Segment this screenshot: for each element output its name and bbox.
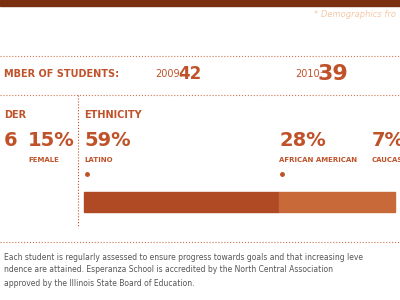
Bar (279, 192, 395, 212)
Bar (0, 0, 400, 6)
Text: LATINO: LATINO (84, 157, 113, 163)
Text: DER: DER (4, 110, 26, 120)
Text: 7%: 7% (372, 130, 400, 149)
Bar (84, 192, 279, 212)
Text: CAUCAS: CAUCAS (372, 157, 400, 163)
Text: 15%: 15% (28, 130, 75, 149)
Text: Esperanza School Demographics: Esperanza School Demographics (5, 23, 284, 38)
Text: 6: 6 (4, 130, 18, 149)
Text: AFRICAN AMERICAN: AFRICAN AMERICAN (279, 157, 357, 163)
Text: ETHNICITY: ETHNICITY (84, 110, 142, 120)
Text: approved by the Illinois State Board of Education.: approved by the Illinois State Board of … (4, 280, 194, 289)
Text: * Demographics fro: * Demographics fro (314, 10, 396, 19)
Text: 42: 42 (178, 65, 201, 83)
Text: FEMALE: FEMALE (28, 157, 59, 163)
Text: Each student is regularly assessed to ensure progress towards goals and that inc: Each student is regularly assessed to en… (4, 253, 363, 262)
Text: ndence are attained. Esperanza School is accredited by the North Central Associa: ndence are attained. Esperanza School is… (4, 266, 333, 274)
Text: 2009:: 2009: (155, 69, 183, 79)
Text: MBER OF STUDENTS:: MBER OF STUDENTS: (4, 69, 119, 79)
Text: 28%: 28% (279, 130, 326, 149)
Text: 39: 39 (318, 64, 349, 84)
Text: 2010:: 2010: (295, 69, 323, 79)
Text: 59%: 59% (84, 130, 131, 149)
